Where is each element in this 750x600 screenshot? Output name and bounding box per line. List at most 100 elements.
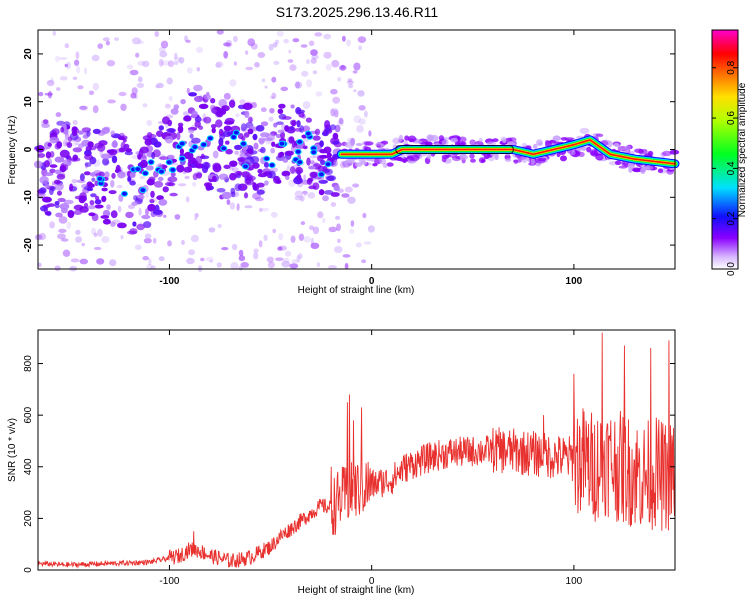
spectrogram-cluster-blob [110, 130, 115, 136]
spectrogram-cluster-blob [152, 209, 163, 215]
spectrogram-cluster-blob [158, 199, 168, 206]
spectrogram-cluster-blob [166, 154, 175, 160]
spectrogram-noise-blob [353, 89, 357, 93]
spectrogram-bright-spot [324, 161, 332, 168]
spectrogram-cluster-blob [72, 147, 83, 153]
spectrogram-bright-spot [169, 166, 177, 173]
spectrogram-cluster-blob [108, 190, 117, 195]
spectrogram-cluster-blob [110, 179, 115, 188]
spectrogram-noise-blob [275, 39, 279, 45]
spectrogram-cluster-blob [216, 188, 226, 193]
spectrogram-cluster-blob [129, 180, 136, 186]
spectrogram-x-axis-label: Height of straight line (km) [298, 285, 415, 296]
spectrogram-noise-blob [75, 51, 80, 60]
spectrogram-cluster-blob [242, 102, 253, 110]
spectrogram-noise-blob [346, 39, 351, 47]
spectrogram-cluster-blob [157, 176, 164, 182]
spectrogram-cluster-blob [177, 125, 184, 134]
spectrogram-noise-blob [92, 82, 100, 91]
spectrogram-noise-blob [337, 238, 341, 243]
spectrogram-band-blob [595, 133, 604, 138]
spectrogram-noise-blob [317, 211, 324, 219]
spectrogram-noise-blob [116, 184, 123, 189]
spectrogram-band-blob [504, 158, 512, 162]
spectrogram-cluster-blob [117, 136, 125, 141]
spectrogram-noise-blob [155, 82, 164, 89]
spectrogram-peak-outline [395, 145, 514, 154]
spectrogram-noise-blob [349, 228, 355, 234]
spectrogram-cluster-blob [39, 175, 49, 184]
spectrogram-noise-blob [284, 250, 292, 257]
spectrogram-bright-spot [278, 140, 286, 147]
spectrogram-noise-blob [303, 174, 307, 182]
spectrogram-cluster-blob [49, 136, 59, 144]
spectrogram-cluster-blob [44, 183, 50, 188]
spectrogram-noise-blob [235, 113, 240, 118]
spectrogram-cluster-blob [189, 133, 194, 139]
spectrogram-band-blob [627, 162, 635, 169]
colorbar-tick-label: 0.2 [726, 211, 737, 225]
spectrogram-cluster-blob [88, 212, 96, 217]
spectrogram-cluster-blob [100, 153, 111, 160]
spectrogram-cluster-blob [179, 148, 184, 155]
spectrogram-noise-blob [303, 236, 311, 243]
spectrogram-noise-blob [190, 234, 199, 243]
spectrogram-cluster-blob [80, 195, 87, 202]
spectrogram-noise-blob [188, 249, 196, 256]
spectrogram-cluster-blob [188, 157, 197, 164]
spectrogram-cluster-blob [153, 181, 164, 188]
spectrogram-band-blob [502, 138, 507, 143]
spectrogram-noise-blob [216, 262, 222, 268]
spectrogram-noise-blob [363, 241, 372, 245]
spectrogram-cluster-blob [156, 130, 164, 137]
spectrogram-y-tick-label: 0 [23, 146, 34, 152]
spectrogram-cluster-blob [333, 184, 340, 192]
spectrogram-noise-blob [92, 105, 99, 114]
spectrogram-noise-blob [200, 257, 205, 262]
spectrogram-noise-blob [352, 183, 360, 188]
spectrogram-band-blob [363, 145, 368, 151]
spectrogram-noise-blob [316, 262, 320, 267]
spectrogram-noise-blob [311, 54, 319, 60]
spectrogram-noise-blob [178, 183, 187, 187]
colorbar-tick-label: 0.6 [726, 111, 737, 125]
spectrogram-cluster-blob [36, 145, 45, 153]
spectrogram-noise-blob [173, 61, 179, 65]
spectrogram-noise-blob [309, 155, 317, 159]
spectrogram-noise-blob [346, 80, 354, 85]
spectrogram-bright-spot [121, 190, 128, 197]
spectrogram-cluster-blob [319, 140, 324, 148]
spectrogram-noise-blob [182, 111, 190, 117]
spectrogram-cluster-blob [239, 149, 247, 154]
spectrogram-noise-blob [294, 81, 303, 89]
spectrogram-band-blob [532, 143, 538, 149]
spectrogram-cluster-blob [334, 124, 341, 133]
spectrogram-cluster-blob [108, 149, 118, 156]
spectrogram-noise-blob [334, 246, 343, 253]
spectrogram-cluster-blob [117, 171, 126, 179]
spectrogram-noise-blob [240, 262, 249, 268]
spectrogram-noise-blob [238, 255, 246, 262]
spectrogram-noise-blob [276, 30, 284, 37]
spectrogram-noise-blob [312, 70, 318, 75]
spectrogram-cluster-blob [282, 116, 292, 120]
spectrogram-noise-blob [102, 37, 110, 42]
spectrogram-noise-blob [93, 246, 102, 251]
spectrogram-noise-blob [245, 50, 249, 55]
spectrogram-cluster-blob [94, 199, 102, 205]
spectrogram-cluster-blob [158, 125, 164, 131]
spectrogram-cluster-blob [191, 137, 201, 144]
snr-y-tick-label: 800 [23, 355, 34, 372]
spectrogram-cluster-blob [299, 125, 305, 133]
spectrogram-cluster-blob [111, 155, 118, 164]
spectrogram-noise-blob [130, 92, 137, 99]
spectrogram-cluster-blob [57, 190, 62, 196]
spectrogram-noise-blob [323, 33, 332, 40]
spectrogram-noise-blob [353, 62, 361, 71]
spectrogram-noise-blob [337, 77, 342, 82]
spectrogram-noise-blob [59, 57, 68, 60]
spectrogram-noise-blob [154, 31, 159, 37]
spectrogram-cluster-blob [223, 164, 231, 169]
spectrogram-noise-blob [142, 256, 149, 261]
